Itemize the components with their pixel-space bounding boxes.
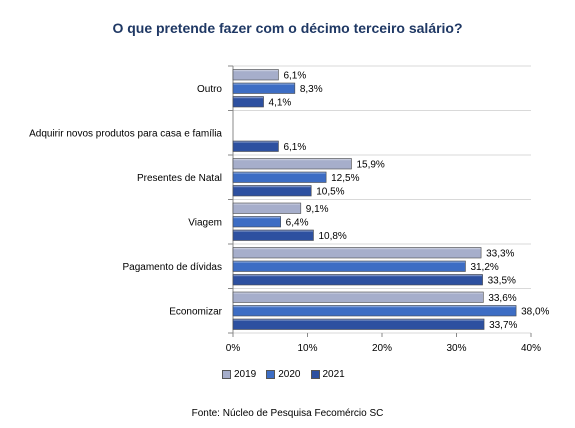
data-label: 10,8%: [318, 231, 346, 242]
legend-label: 2019: [234, 369, 257, 380]
bar-2019: [232, 158, 352, 170]
bar-highlight: [233, 261, 465, 267]
category-label: Presentes de Natal: [137, 173, 222, 184]
legend-swatch: [310, 370, 320, 379]
bar-2020: [232, 216, 281, 228]
legend-label: 2021: [322, 369, 345, 380]
data-label: 10,5%: [316, 187, 344, 198]
category-label: Pagamento de dívidas: [122, 262, 222, 273]
data-label: 33,7%: [489, 320, 517, 331]
data-label: 33,6%: [488, 293, 516, 304]
data-label: 15,9%: [356, 160, 384, 171]
bar-highlight: [233, 83, 295, 89]
x-tick-label: 0%: [226, 343, 241, 354]
legend-swatch: [222, 370, 231, 379]
category-label: Economizar: [169, 306, 222, 317]
bar-2020: [232, 171, 327, 183]
bar-highlight: [233, 172, 326, 178]
bar-2021: [232, 229, 314, 241]
data-label: 6,4%: [286, 218, 309, 229]
bar-2020: [232, 305, 517, 317]
legend: 2019 2020 2021: [222, 369, 345, 380]
data-label: 31,2%: [470, 262, 498, 273]
bar-2019: [232, 247, 482, 259]
legend-item: 2019: [222, 369, 256, 380]
bar-highlight: [233, 275, 483, 280]
x-tick-label: 10%: [297, 343, 317, 354]
bar-2021: [232, 274, 483, 286]
bar-2019: [232, 291, 484, 303]
bar-highlight: [233, 186, 311, 191]
bar-2021: [232, 185, 312, 197]
legend-label: 2020: [278, 369, 301, 380]
x-tick-label: 40%: [521, 343, 541, 354]
data-label: 9,1%: [306, 204, 329, 215]
bar-highlight: [233, 97, 264, 102]
legend-item: 2020: [266, 369, 301, 380]
x-tick-label: 30%: [446, 343, 466, 354]
chart-title: O que pretende fazer com o décimo tercei…: [112, 20, 463, 36]
data-label: 12,5%: [331, 173, 359, 184]
bar-highlight: [233, 141, 278, 147]
bar-highlight: [233, 230, 313, 236]
legend-swatch: [266, 370, 276, 379]
source-note: Fonte: Núcleo de Pesquisa Fecomércio SC: [191, 408, 384, 419]
data-label: 38,0%: [521, 307, 549, 318]
category-label: Viagem: [188, 217, 222, 228]
bar-2019: [232, 69, 279, 81]
bar-highlight: [233, 203, 301, 209]
bar-highlight: [233, 306, 516, 311]
bar-2020: [232, 82, 296, 94]
data-label: 6,1%: [283, 142, 306, 153]
bar-2021: [232, 318, 485, 330]
bar-highlight: [233, 217, 281, 222]
bar-2021: [232, 96, 264, 108]
category-label: Outro: [197, 84, 222, 95]
data-label: 33,5%: [488, 276, 516, 287]
legend-item: 2021: [310, 369, 345, 380]
bar-highlight: [233, 248, 481, 253]
category-label: Adquirir novos produtos para casa e famí…: [29, 128, 222, 139]
data-label: 33,3%: [486, 249, 514, 260]
bar-highlight: [233, 319, 484, 325]
bar-highlight: [233, 159, 351, 164]
bar-2019: [232, 202, 302, 214]
bar-highlight: [233, 70, 278, 75]
data-label: 8,3%: [300, 84, 323, 95]
data-label: 6,1%: [283, 71, 306, 82]
bar-2021: [232, 140, 279, 152]
x-tick-label: 20%: [372, 343, 392, 354]
data-label: 4,1%: [269, 98, 292, 109]
bar-2020: [232, 260, 466, 272]
bar-highlight: [233, 292, 483, 298]
